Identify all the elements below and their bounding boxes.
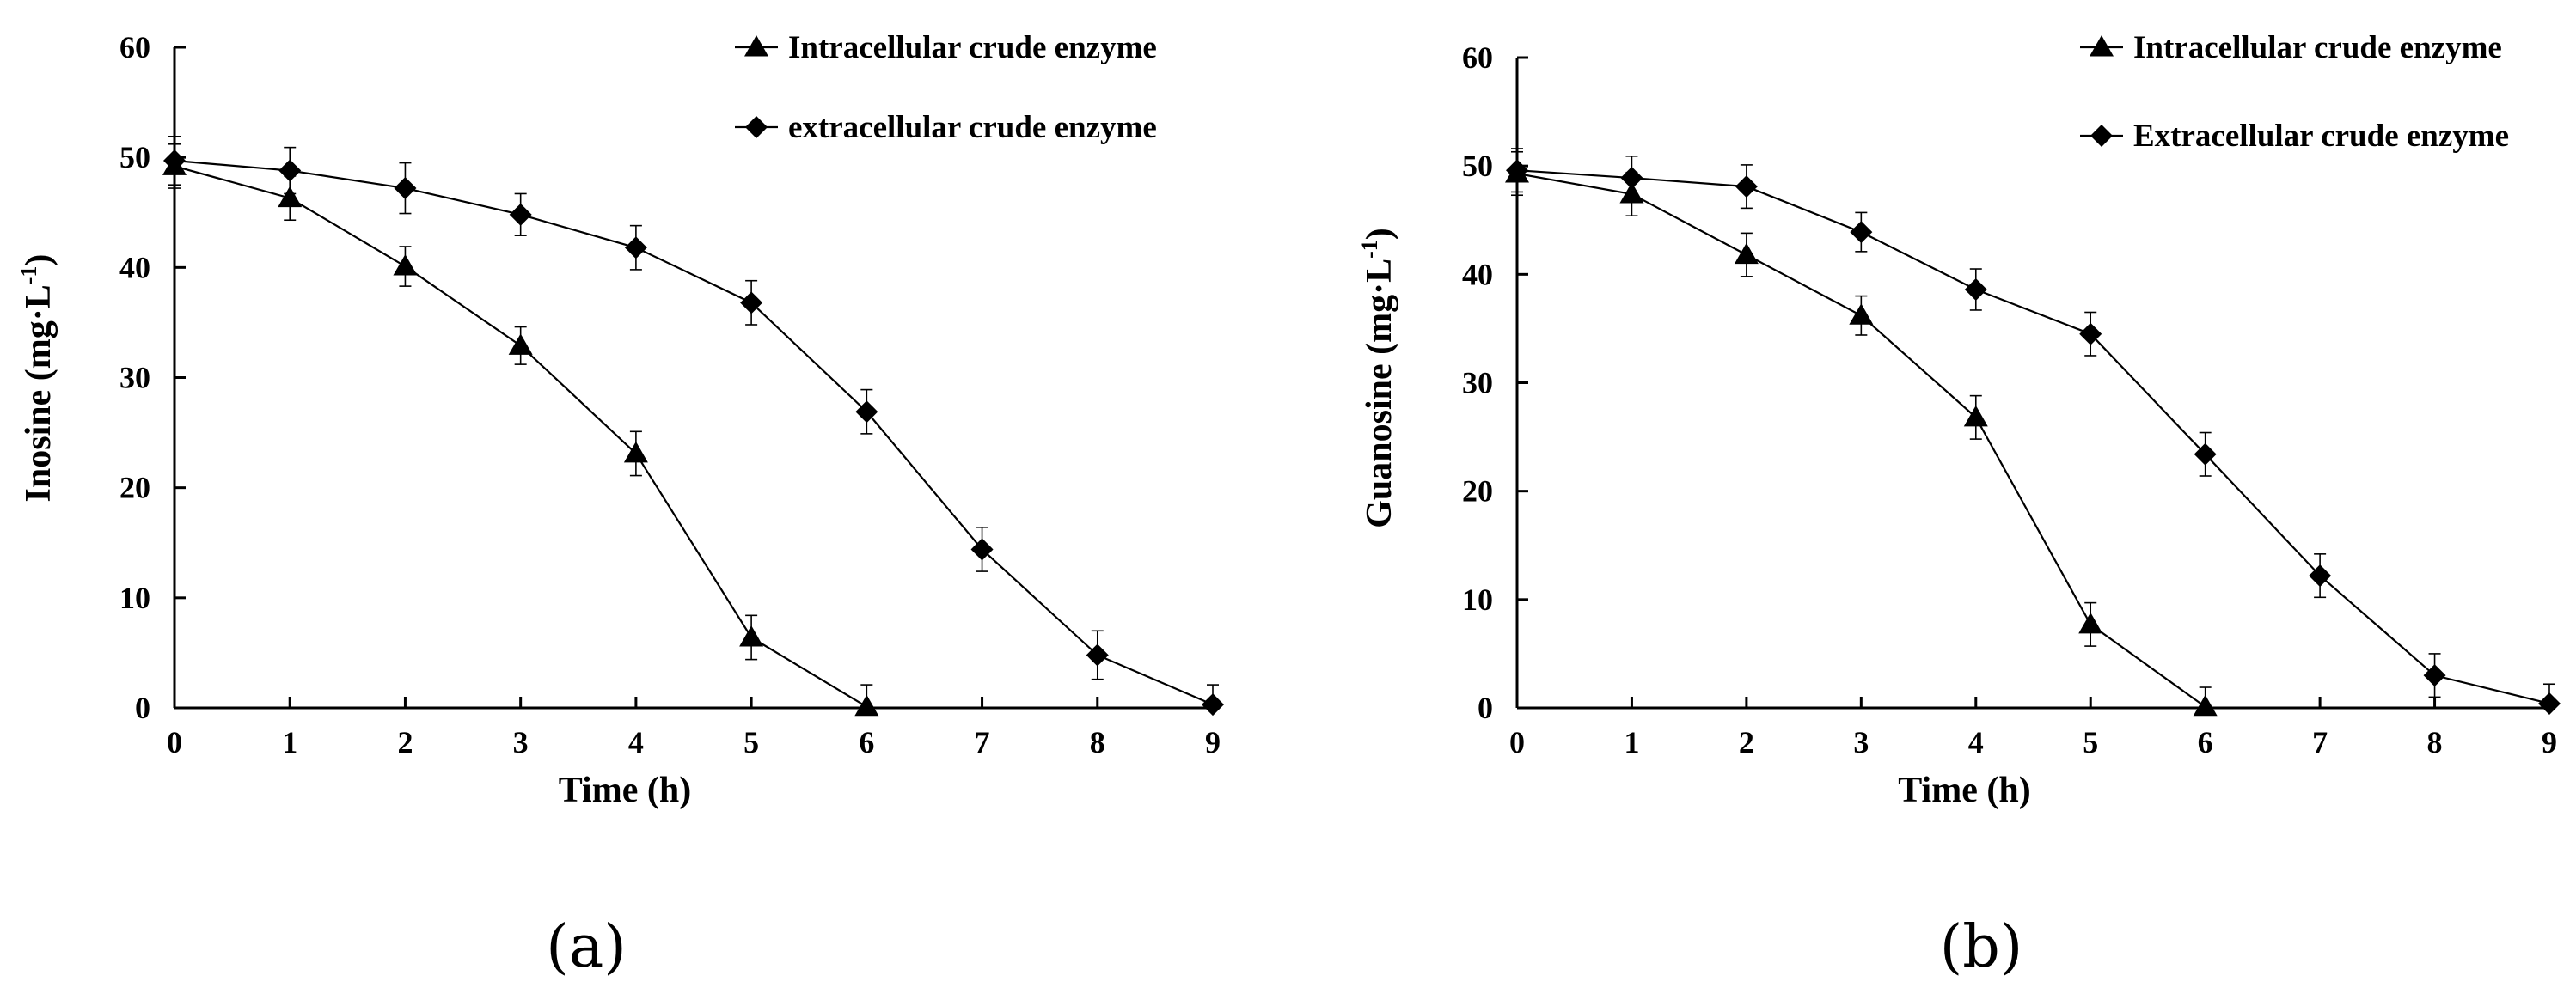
data-point: [278, 186, 303, 208]
x-tick-label: 1: [1624, 725, 1639, 759]
x-axis-title: Time (h): [559, 771, 691, 810]
legend-entry: extracellular crude enzyme: [788, 110, 1157, 145]
data-point: [508, 333, 533, 355]
data-point: [2079, 322, 2102, 345]
y-axis-title: Inosine (mg·L-1): [16, 254, 58, 503]
series-line: [1516, 172, 2206, 708]
data-point: [163, 149, 186, 173]
y-tick-label: 60: [119, 30, 150, 64]
data-point: [1734, 242, 1759, 265]
y-tick-label: 30: [1462, 366, 1493, 400]
x-tick-label: 9: [1205, 725, 1221, 759]
data-point: [623, 441, 648, 463]
legend-entry: Intracellular crude enzyme: [2133, 30, 2502, 65]
x-tick-label: 0: [1509, 725, 1525, 759]
data-point: [2078, 612, 2103, 634]
series-line: [1516, 169, 2550, 705]
x-tick-label: 7: [975, 725, 990, 759]
data-point: [854, 694, 879, 717]
data-point: [1086, 643, 1109, 667]
data-point: [2538, 692, 2561, 715]
series-diamond: [163, 136, 1224, 717]
x-tick-label: 1: [282, 725, 297, 759]
data-point: [624, 236, 647, 259]
y-tick-label: 60: [1462, 40, 1493, 75]
legend-marker: [744, 35, 768, 57]
x-tick-label: 9: [2542, 725, 2557, 759]
data-point: [970, 538, 994, 561]
y-tick-label: 0: [135, 691, 150, 725]
data-point: [509, 203, 532, 226]
x-tick-label: 8: [2427, 725, 2443, 759]
x-tick-label: 0: [167, 725, 182, 759]
x-tick-label: 6: [2198, 725, 2213, 759]
legend-marker: [2090, 35, 2114, 57]
data-point: [2193, 694, 2218, 717]
data-point: [739, 625, 764, 647]
chart-a: 0 10 20 30 40 50 60 0 1 2 3 4 5 6 7 8 9 Time (h) Inosine (…: [16, 30, 1224, 981]
y-axis-title: Guanosine (mg·L-1): [1357, 228, 1399, 528]
y-tick-label: 20: [1462, 474, 1493, 509]
chart-b: 0 10 20 30 40 50 60 0 1 2 3 4 5 6 7 8 9 Time (h) Guanosine…: [1357, 30, 2561, 981]
series-diamond: [1506, 148, 2561, 715]
y-tick-label: 40: [119, 250, 150, 284]
legend-entry: Intracellular crude enzyme: [788, 30, 1157, 65]
legend-marker: [745, 116, 768, 138]
data-point: [1735, 175, 1758, 198]
x-tick-label: 4: [628, 725, 644, 759]
data-point: [2194, 442, 2217, 466]
y-tick-label: 50: [1462, 149, 1493, 183]
x-tick-label: 7: [2312, 725, 2328, 759]
x-tick-label: 2: [397, 725, 413, 759]
y-tick-label: 50: [119, 140, 150, 174]
x-tick-label: 8: [1090, 725, 1105, 759]
data-point: [1850, 221, 1873, 244]
panel-label: (b): [1940, 913, 2023, 981]
x-tick-label: 2: [1739, 725, 1754, 759]
data-point: [278, 159, 302, 182]
series-line: [174, 165, 867, 708]
series-line: [174, 159, 1214, 706]
data-point: [2309, 564, 2332, 588]
data-point: [394, 177, 417, 200]
panel-label: (a): [546, 913, 627, 981]
data-point: [1202, 693, 1224, 717]
x-axis-title: Time (h): [1898, 771, 2030, 810]
data-point: [1964, 277, 1987, 301]
x-tick-label: 4: [1968, 725, 1984, 759]
x-tick-label: 3: [1853, 725, 1869, 759]
data-point: [2423, 664, 2446, 687]
data-point: [1849, 303, 1874, 325]
x-tick-label: 6: [859, 725, 874, 759]
legend-marker: [2090, 125, 2113, 147]
y-tick-label: 40: [1462, 257, 1493, 291]
data-point: [1506, 159, 1528, 182]
x-tick-label: 3: [513, 725, 529, 759]
y-tick-label: 0: [1478, 691, 1493, 725]
y-tick-label: 10: [1462, 582, 1493, 617]
legend-entry: Extracellular crude enzyme: [2133, 119, 2509, 154]
data-point: [393, 254, 418, 276]
y-tick-label: 30: [119, 361, 150, 395]
y-tick-label: 20: [119, 471, 150, 505]
data-point: [1620, 167, 1643, 190]
data-point: [1963, 405, 1988, 427]
data-point: [740, 291, 763, 314]
x-tick-label: 5: [743, 725, 759, 759]
data-point: [855, 400, 878, 424]
y-tick-label: 10: [119, 581, 150, 615]
x-tick-label: 5: [2083, 725, 2098, 759]
